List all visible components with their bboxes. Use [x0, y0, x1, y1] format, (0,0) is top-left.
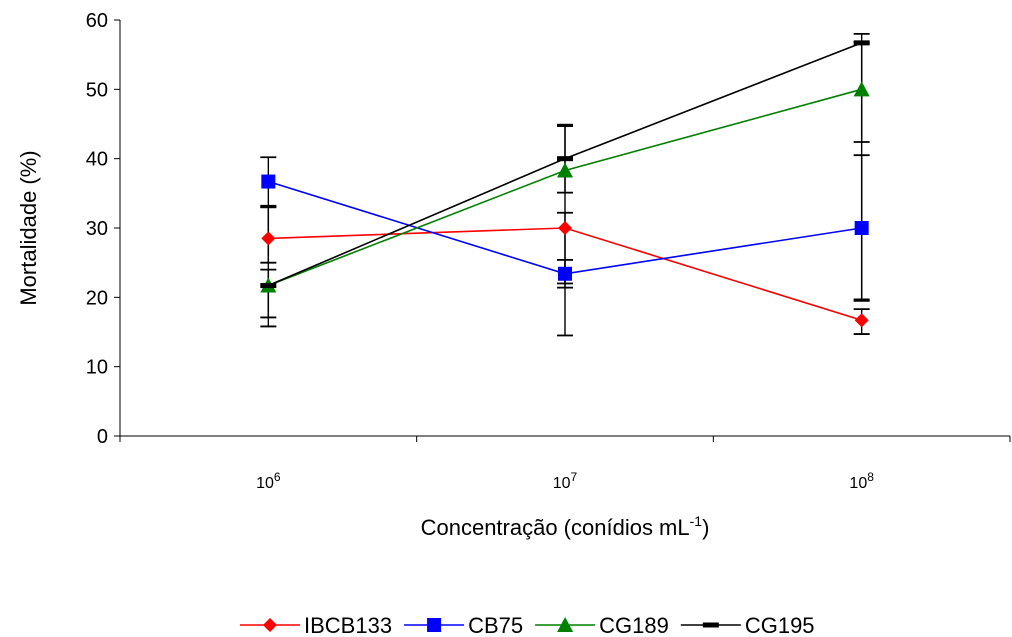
series-layer	[260, 32, 870, 337]
legend-label: CG189	[599, 613, 669, 637]
y-tick-label: 10	[86, 357, 108, 379]
data-point	[854, 313, 869, 328]
data-point	[854, 221, 869, 235]
y-tick-label: 20	[86, 287, 108, 309]
error-bars-cg195	[260, 32, 870, 337]
x-tick-label: 106	[256, 470, 281, 492]
axes-group: 0 10 20 30 40 50 60 106 107 108	[86, 10, 1011, 492]
legend-item-cb75: CB75	[404, 613, 523, 637]
legend-item-cg189: CG189	[535, 613, 669, 637]
legend-marker	[557, 617, 574, 632]
y-axis-title: Mortalidade (%)	[16, 150, 41, 305]
data-point	[558, 221, 572, 235]
x-tick-label: 108	[849, 470, 874, 492]
data-point	[261, 174, 276, 189]
x-axis-title-main: Concentração (conídios mL	[421, 515, 690, 540]
y-tick-label: 50	[86, 79, 108, 101]
y-tick-label: 0	[97, 426, 108, 448]
y-tick-label: 30	[86, 218, 108, 240]
legend-marker	[427, 618, 442, 632]
x-axis-title: Concentração (conídios mL-1)	[421, 513, 710, 540]
legend-marker	[263, 618, 277, 632]
data-point	[558, 266, 572, 281]
x-tick-label: 107	[553, 470, 578, 492]
data-point	[557, 162, 573, 178]
legend: IBCB133 CB75 CG189 CG195	[240, 613, 815, 637]
legend-marker	[702, 622, 719, 628]
x-axis-title-end: )	[702, 515, 709, 540]
data-point	[261, 231, 276, 246]
legend-item-cg195: CG195	[680, 613, 815, 637]
markers-cg195	[260, 40, 870, 289]
y-tick-label: 60	[86, 10, 108, 32]
data-point	[260, 283, 277, 289]
legend-label: CB75	[468, 613, 523, 637]
data-point	[853, 81, 870, 97]
markers-cb75	[261, 174, 869, 281]
legend-label: CG195	[745, 613, 815, 637]
markers-ibcb133	[261, 221, 869, 328]
legend-item-ibcb133: IBCB133	[240, 613, 392, 637]
legend-label: IBCB133	[304, 613, 392, 637]
data-point	[557, 156, 573, 162]
data-point	[853, 40, 870, 46]
y-tick-label: 40	[86, 149, 108, 171]
x-axis-title-sup: -1	[690, 513, 703, 529]
